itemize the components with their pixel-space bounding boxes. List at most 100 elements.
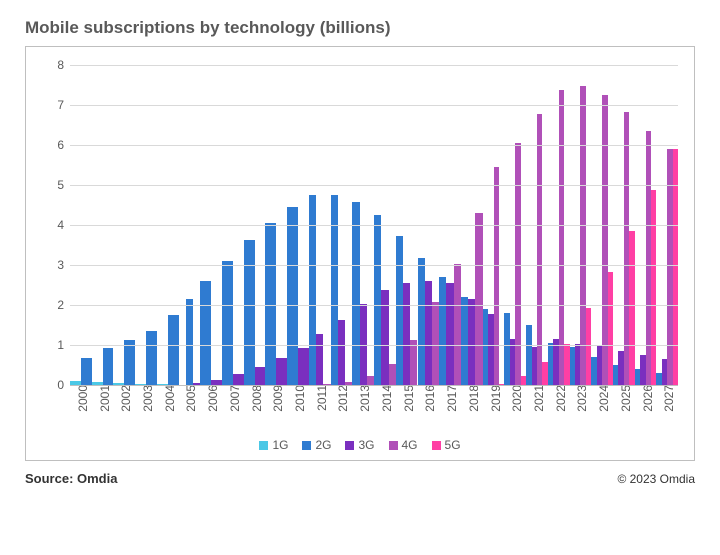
legend-swatch	[389, 441, 398, 450]
bar-2G	[396, 236, 403, 385]
bar-4G	[454, 264, 461, 385]
bar-4G	[410, 340, 417, 385]
bar-3G	[403, 283, 410, 385]
bar-2G	[103, 348, 114, 385]
grid-line	[70, 385, 678, 386]
bar-4G	[494, 167, 499, 385]
bar-3G	[338, 320, 345, 385]
x-tick-label: 2003	[137, 385, 155, 412]
bar-3G	[468, 299, 475, 385]
bar-2G	[168, 315, 179, 385]
plot-area: 2000200120022003200420052006200720082009…	[70, 65, 678, 385]
y-tick-label: 5	[57, 178, 70, 192]
footer: Source: Omdia © 2023 Omdia	[25, 471, 695, 486]
bar-2G	[439, 277, 446, 385]
grid-line	[70, 265, 678, 266]
grid-line	[70, 105, 678, 106]
x-tick-label: 2018	[463, 385, 481, 412]
x-tick-label: 2026	[637, 385, 655, 412]
x-tick-label: 2007	[224, 385, 242, 412]
grid-line	[70, 145, 678, 146]
x-tick-label: 2009	[267, 385, 285, 412]
x-tick-label: 2017	[441, 385, 459, 412]
x-tick-label: 2005	[180, 385, 198, 412]
y-tick-label: 1	[57, 338, 70, 352]
legend-swatch	[345, 441, 354, 450]
bar-4G	[389, 364, 396, 385]
legend: 1G 2G 3G 4G 5G	[26, 438, 694, 452]
bar-4G	[559, 90, 564, 385]
bar-2G	[222, 261, 233, 385]
x-tick-label: 2019	[485, 385, 503, 412]
legend-item-4G: 4G	[389, 438, 418, 452]
legend-item-5G: 5G	[432, 438, 461, 452]
copyright-label: © 2023 Omdia	[617, 472, 695, 486]
bar-2G	[331, 195, 338, 385]
legend-label: 1G	[272, 438, 288, 452]
bar-4G	[475, 213, 482, 385]
y-tick-label: 7	[57, 98, 70, 112]
x-tick-label: 2015	[398, 385, 416, 412]
bar-3G	[276, 358, 287, 385]
bar-2G	[287, 207, 298, 385]
legend-item-1G: 1G	[259, 438, 288, 452]
bar-3G	[233, 374, 244, 385]
bar-2G	[186, 299, 193, 385]
grid-line	[70, 345, 678, 346]
x-tick-label: 2021	[528, 385, 546, 412]
grid-line	[70, 305, 678, 306]
bar-4G	[432, 302, 439, 385]
x-tick-label: 2010	[289, 385, 307, 412]
x-tick-label: 2027	[658, 385, 676, 412]
legend-swatch	[432, 441, 441, 450]
bar-2G	[124, 340, 135, 385]
x-tick-label: 2002	[115, 385, 133, 412]
legend-item-2G: 2G	[302, 438, 331, 452]
bar-3G	[316, 334, 323, 385]
y-tick-label: 3	[57, 258, 70, 272]
grid-line	[70, 225, 678, 226]
x-tick-label: 2001	[94, 385, 112, 412]
legend-label: 2G	[315, 438, 331, 452]
chart-title: Mobile subscriptions by technology (bill…	[25, 18, 695, 38]
y-tick-label: 2	[57, 298, 70, 312]
legend-swatch	[302, 441, 311, 450]
bar-4G	[515, 143, 520, 385]
x-tick-label: 2025	[615, 385, 633, 412]
bar-3G	[255, 367, 266, 385]
bar-3G	[446, 283, 453, 385]
x-tick-label: 2000	[72, 385, 90, 412]
bar-2G	[244, 240, 255, 385]
x-tick-label: 2020	[506, 385, 524, 412]
x-tick-label: 2004	[159, 385, 177, 412]
legend-swatch	[259, 441, 268, 450]
source-label: Source: Omdia	[25, 471, 117, 486]
y-tick-label: 6	[57, 138, 70, 152]
bar-2G	[418, 258, 425, 385]
x-tick-label: 2023	[571, 385, 589, 412]
y-tick-label: 8	[57, 58, 70, 72]
x-tick-label: 2014	[376, 385, 394, 412]
bar-3G	[298, 348, 309, 385]
bar-2G	[200, 281, 211, 385]
bar-4G	[367, 376, 374, 385]
chart-frame: Mobile subscriptions by technology (bill…	[0, 0, 720, 555]
x-tick-label: 2011	[311, 385, 329, 411]
x-tick-label: 2016	[419, 385, 437, 412]
chart-box: 2000200120022003200420052006200720082009…	[25, 46, 695, 461]
grid-line	[70, 185, 678, 186]
bar-2G	[352, 202, 359, 385]
bar-2G	[309, 195, 316, 385]
x-tick-label: 2012	[332, 385, 350, 412]
grid-line	[70, 65, 678, 66]
x-tick-label: 2022	[550, 385, 568, 412]
x-tick-label: 2006	[202, 385, 220, 412]
legend-label: 4G	[402, 438, 418, 452]
bar-2G	[146, 331, 157, 385]
y-tick-label: 0	[57, 378, 70, 392]
x-tick-label: 2008	[246, 385, 264, 412]
y-tick-label: 4	[57, 218, 70, 232]
bar-2G	[461, 297, 468, 385]
bar-2G	[81, 358, 92, 385]
legend-item-3G: 3G	[345, 438, 374, 452]
